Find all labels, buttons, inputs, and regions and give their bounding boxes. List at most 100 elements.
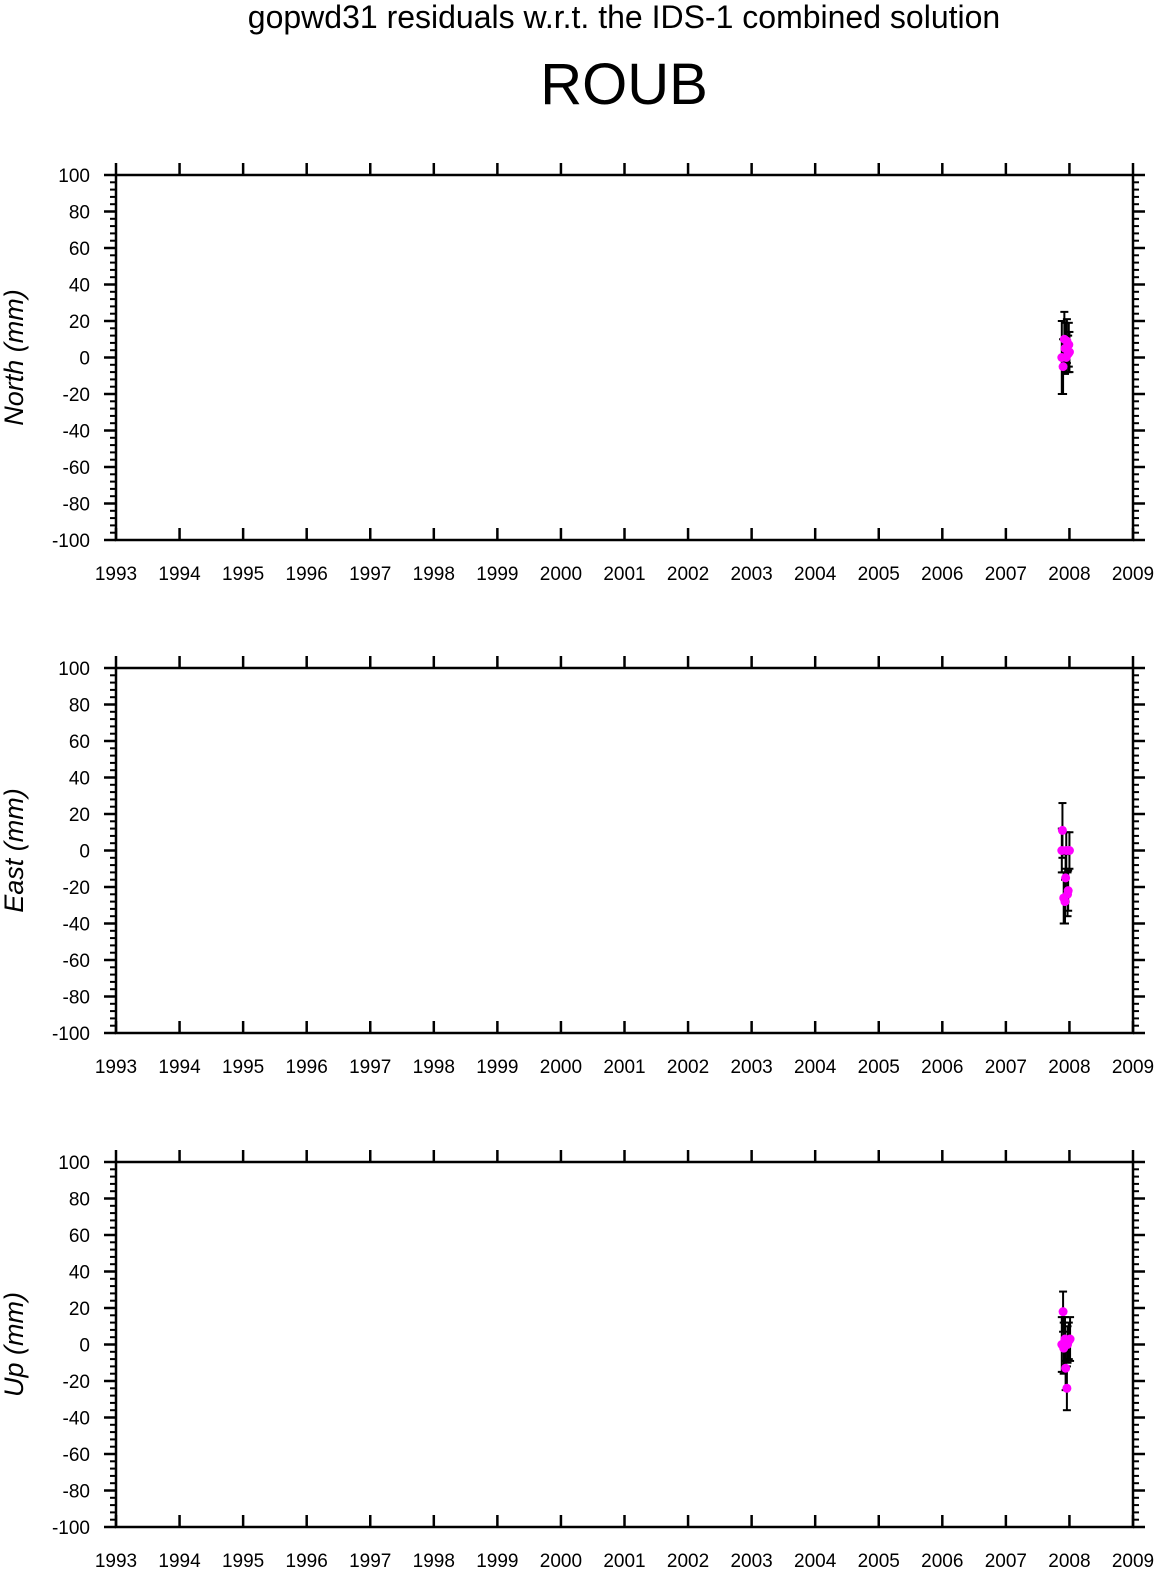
east-x-tick-label: 2007 [985, 1057, 1027, 1078]
north-x-tick-label: 1997 [349, 564, 391, 585]
east-x-tick-label: 2009 [1112, 1057, 1154, 1078]
east-x-tick-label: 2005 [858, 1057, 900, 1078]
east-y-tick-label: 100 [58, 659, 90, 680]
east-y-axis-label: East (mm) [0, 788, 29, 913]
up-data-point [1062, 1383, 1072, 1393]
station-title: ROUB [540, 52, 708, 117]
north-y-tick-label: 100 [58, 166, 90, 187]
east-y-tick-label: 80 [69, 696, 90, 717]
east-x-tick-label: 2006 [921, 1057, 963, 1078]
up-x-tick-label: 2004 [794, 1551, 837, 1572]
up-x-tick-label: 1993 [95, 1551, 137, 1572]
up-data-point [1058, 1307, 1068, 1317]
north-x-tick-label: 1998 [413, 564, 455, 585]
up-x-tick-label: 2006 [921, 1551, 963, 1572]
east-y-tick-label: -20 [63, 878, 90, 899]
north-y-tick-label: 0 [79, 349, 90, 370]
north-x-tick-label: 2004 [794, 564, 837, 585]
east-y-tick-label: 0 [79, 842, 90, 863]
north-x-tick-label: 1996 [286, 564, 328, 585]
north-y-tick-label: -60 [63, 458, 90, 479]
east-data-point [1061, 873, 1071, 883]
north-y-tick-label: -20 [63, 385, 90, 406]
up-plot-frame [114, 1160, 1135, 1529]
up-x-tick-label: 1995 [222, 1551, 264, 1572]
north-x-tick-label: 1994 [158, 564, 201, 585]
north-x-tick-label: 2009 [1112, 564, 1154, 585]
north-y-tick-label: -100 [52, 531, 90, 552]
east-x-tick-label: 1993 [95, 1057, 137, 1078]
up-y-axis-label: Up (mm) [0, 1292, 29, 1397]
up-y-tick-label: -80 [63, 1482, 90, 1503]
north-x-tick-label: 2001 [603, 564, 645, 585]
north-data-point [1064, 347, 1074, 357]
east-y-tick-label: 60 [69, 732, 90, 753]
east-data-point [1063, 886, 1073, 896]
east-data-point [1057, 825, 1067, 835]
up-panel: 1993 1994 1995 1996 1997 1998 1999 2000 2001 2002… [0, 1150, 1154, 1572]
east-panel: 1993 1994 1995 1996 1997 1998 1999 2000 2001 2002… [0, 656, 1154, 1078]
east-y-tick-label: -40 [63, 915, 90, 936]
east-plot-frame [114, 666, 1135, 1035]
up-y-tick-label: 20 [69, 1299, 90, 1320]
up-x-tick-label: 2009 [1112, 1551, 1154, 1572]
east-x-tick-label: 1998 [413, 1057, 455, 1078]
up-x-tick-label: 2000 [540, 1551, 582, 1572]
up-x-tick-label: 2003 [730, 1551, 772, 1572]
east-y-tick-label: -100 [52, 1024, 90, 1045]
up-x-tick-label: 1996 [286, 1551, 328, 1572]
up-x-tick-label: 1997 [349, 1551, 391, 1572]
up-data-point [1061, 1363, 1071, 1373]
east-x-tick-label: 1996 [286, 1057, 328, 1078]
north-x-tick-label: 2006 [921, 564, 963, 585]
up-x-tick-label: 2005 [858, 1551, 900, 1572]
east-x-tick-label: 1997 [349, 1057, 391, 1078]
east-x-tick-label: 1994 [158, 1057, 201, 1078]
north-y-axis-label: North (mm) [0, 289, 29, 426]
north-x-tick-label: 2002 [667, 564, 709, 585]
north-y-tick-label: 40 [69, 276, 90, 297]
north-data-point [1058, 362, 1068, 372]
up-x-tick-label: 1994 [158, 1551, 201, 1572]
north-y-tick-label: 20 [69, 312, 90, 333]
north-x-tick-label: 1993 [95, 564, 137, 585]
up-y-tick-label: -60 [63, 1445, 90, 1466]
up-data-point [1065, 1334, 1075, 1344]
east-x-tick-label: 2001 [603, 1057, 645, 1078]
north-x-tick-label: 2005 [858, 564, 900, 585]
north-x-tick-label: 2007 [985, 564, 1027, 585]
east-x-tick-label: 2000 [540, 1057, 582, 1078]
east-x-tick-label: 1999 [476, 1057, 518, 1078]
east-y-tick-label: -80 [63, 988, 90, 1009]
up-x-tick-label: 2002 [667, 1551, 709, 1572]
east-data-point [1060, 897, 1070, 907]
up-x-tick-label: 1998 [413, 1551, 455, 1572]
north-y-tick-label: -80 [63, 495, 90, 516]
north-x-tick-label: 2008 [1048, 564, 1090, 585]
north-panel: 1993 1994 1995 1996 1997 1998 1999 2000 2001 2002… [0, 163, 1154, 585]
north-data-point [1064, 340, 1074, 350]
north-plot-frame [114, 173, 1135, 542]
up-y-tick-label: 40 [69, 1263, 90, 1284]
north-y-tick-label: 60 [69, 239, 90, 260]
north-x-tick-label: 2000 [540, 564, 582, 585]
north-y-tick-label: -40 [63, 422, 90, 443]
up-x-tick-label: 1999 [476, 1551, 518, 1572]
east-y-tick-label: 20 [69, 805, 90, 826]
east-y-tick-label: 40 [69, 769, 90, 790]
up-x-tick-label: 2008 [1048, 1551, 1090, 1572]
east-x-tick-label: 2002 [667, 1057, 709, 1078]
east-y-tick-label: -60 [63, 951, 90, 972]
north-x-tick-label: 1995 [222, 564, 264, 585]
up-y-tick-label: -40 [63, 1409, 90, 1430]
east-x-tick-label: 1995 [222, 1057, 264, 1078]
north-x-tick-label: 2003 [730, 564, 772, 585]
up-x-tick-label: 2001 [603, 1551, 645, 1572]
chart-suptitle: gopwd31 residuals w.r.t. the IDS-1 combi… [247, 0, 1001, 35]
up-y-tick-label: -20 [63, 1372, 90, 1393]
up-y-tick-label: 80 [69, 1190, 90, 1211]
up-x-tick-label: 2007 [985, 1551, 1027, 1572]
up-y-tick-label: 0 [79, 1336, 90, 1357]
up-y-tick-label: 60 [69, 1226, 90, 1247]
